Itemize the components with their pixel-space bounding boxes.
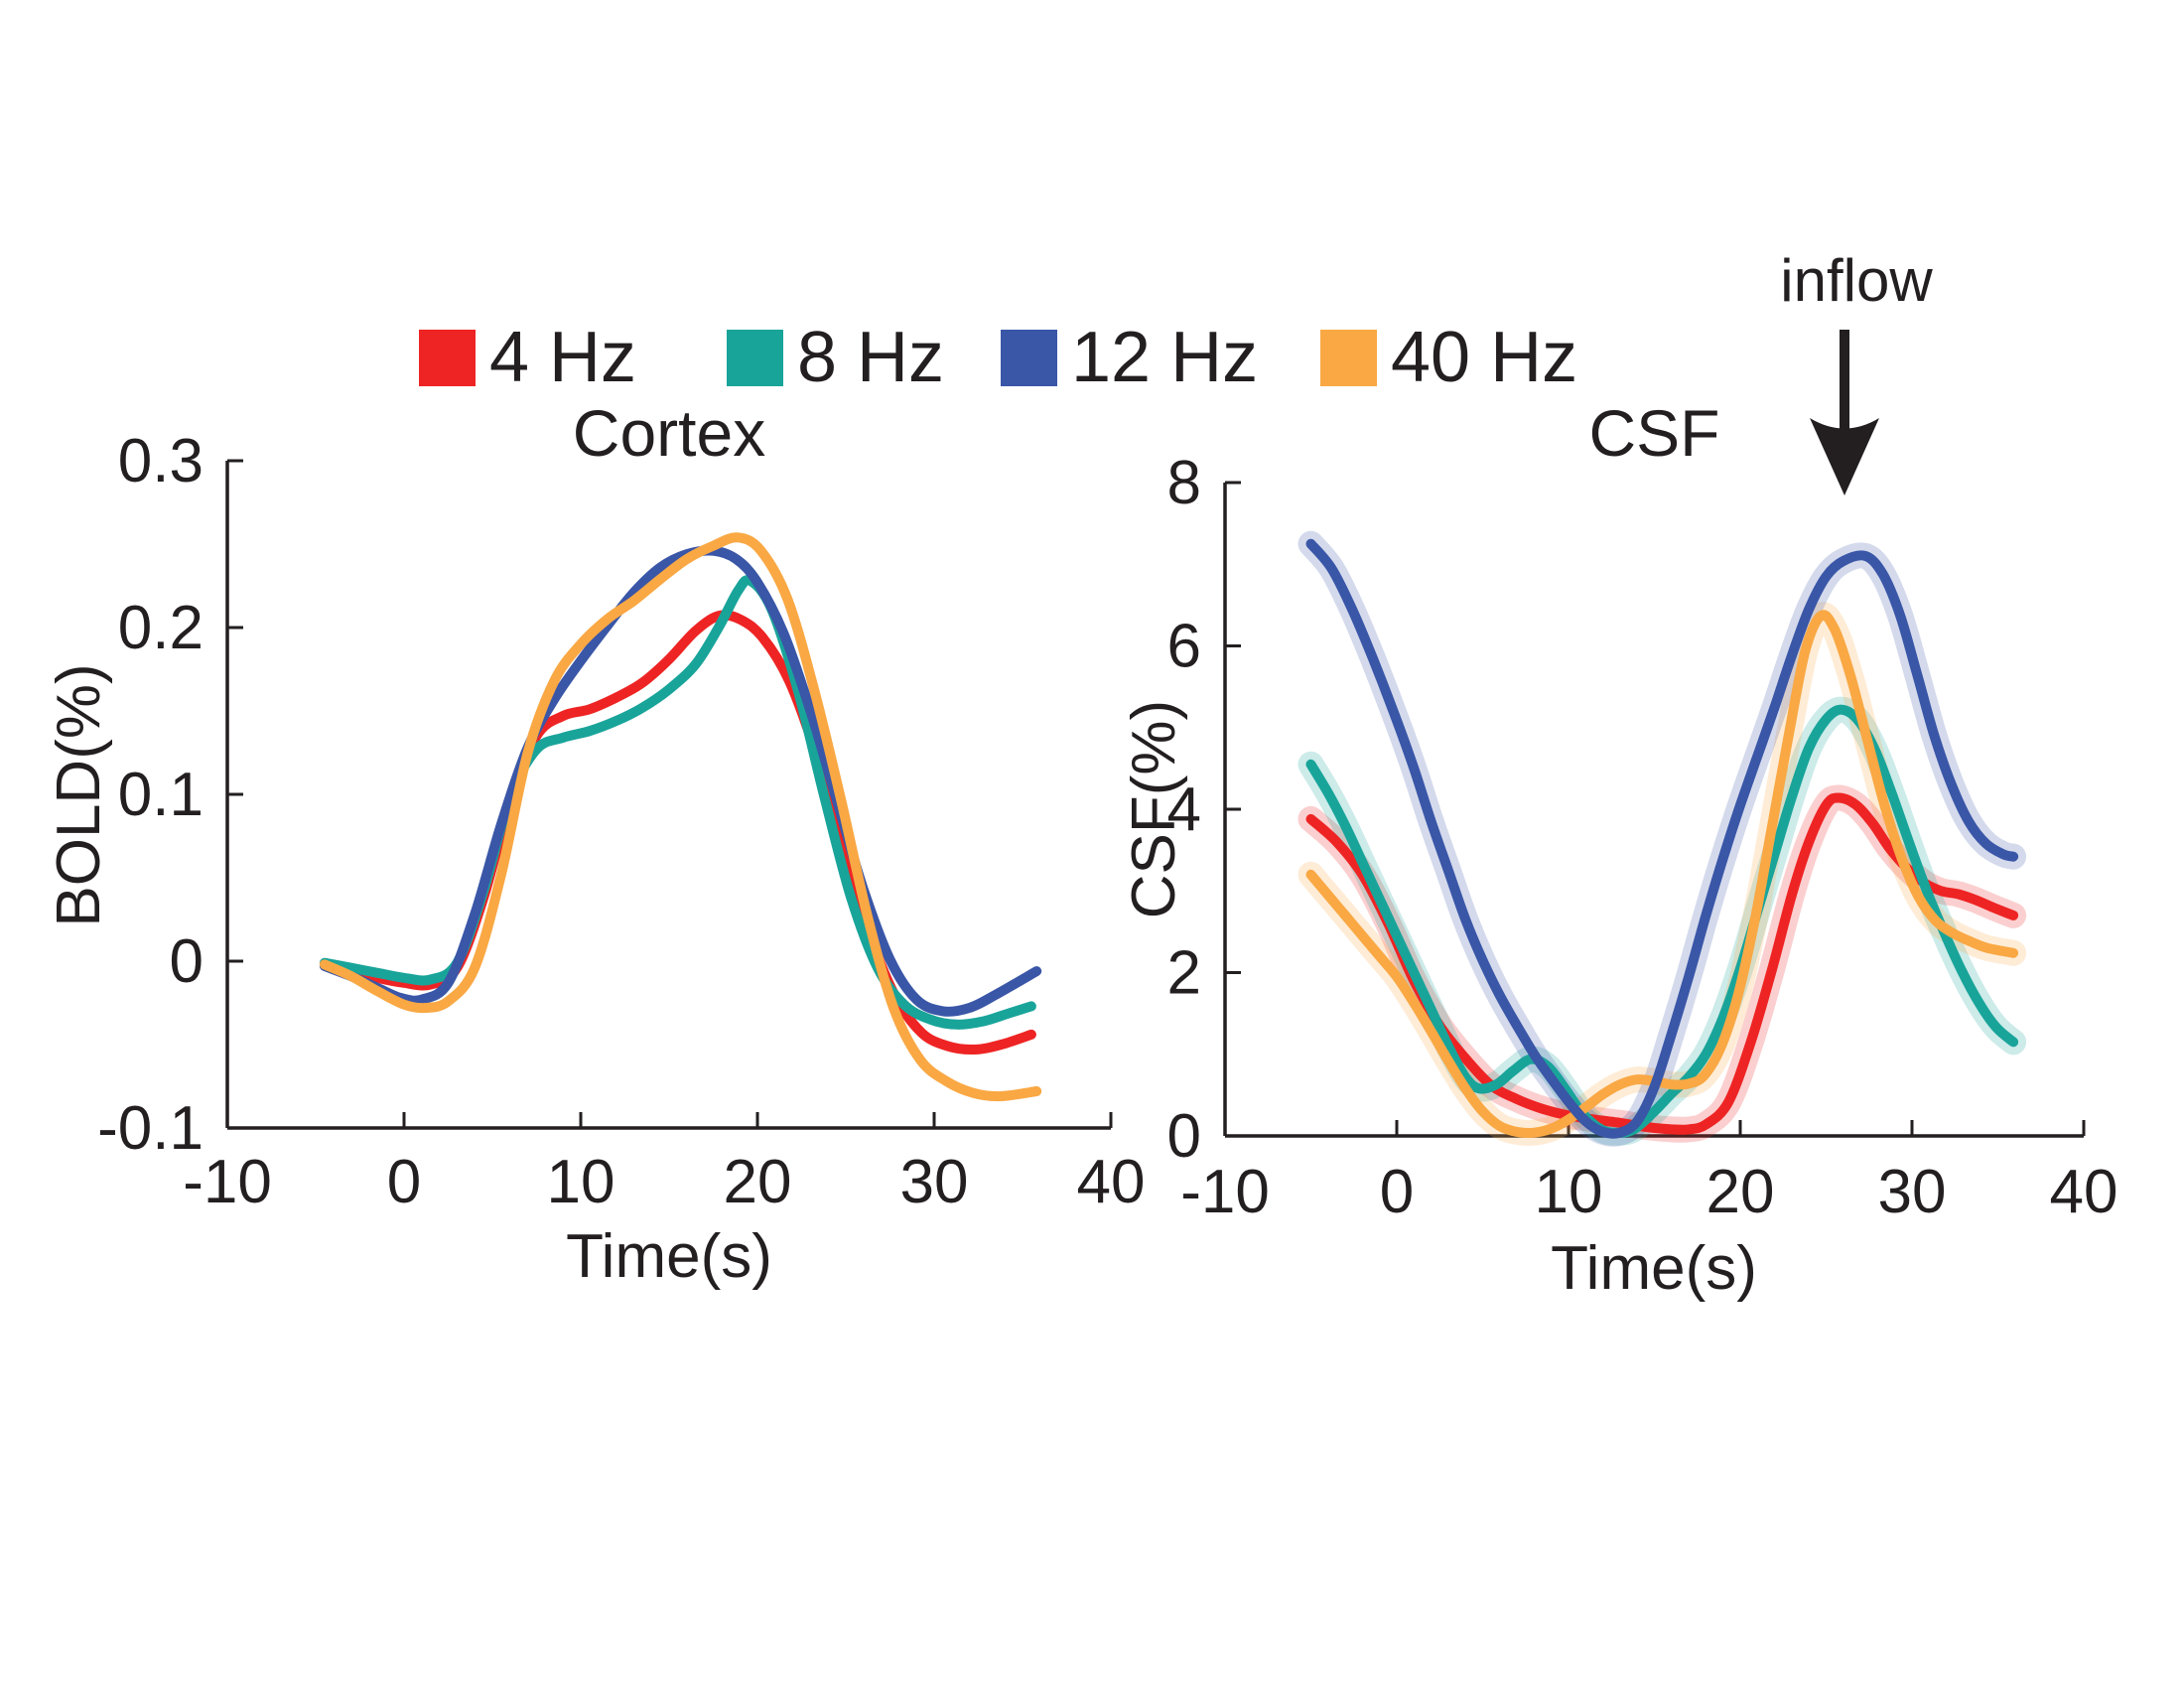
y-tick-label: 6: [1167, 613, 1201, 681]
left-x-axis-label: Time(s): [566, 1222, 772, 1291]
legend-item-4hz: 4 Hz: [419, 318, 637, 397]
x-tick-label: 20: [1706, 1158, 1775, 1226]
series-line-4hz: [1305, 792, 2019, 1135]
y-tick-label: 0.1: [118, 761, 204, 829]
inflow-arrowhead: [1810, 418, 1879, 495]
series-line-40hz: [319, 532, 1042, 1102]
x-tick-label: 40: [1077, 1148, 1146, 1216]
x-tick-label: 30: [1878, 1158, 1947, 1226]
inflow-arrow-shaft: [1840, 330, 1849, 434]
right-x-axis-label: Time(s): [1551, 1234, 1757, 1303]
legend-item-12hz: 12 Hz: [1001, 318, 1259, 397]
y-tick-label: 0.2: [118, 594, 204, 662]
inflow-arrow: [1810, 330, 1879, 495]
legend-swatch-4hz: [419, 329, 476, 386]
y-tick-label: 8: [1167, 449, 1201, 517]
series-line-12hz: [1305, 538, 2019, 1139]
x-tick-label: 10: [1535, 1158, 1603, 1226]
x-tick-label: 30: [900, 1148, 969, 1216]
left-y-axis-label: BOLD(%): [45, 663, 113, 927]
x-tick-label: -10: [1180, 1158, 1270, 1226]
chart-0: -10 0 10 20 30 40 -0.1 0 0.1 0.2 0.3: [97, 427, 1145, 1216]
x-tick-label: 20: [724, 1148, 792, 1216]
legend-swatch-40hz: [1320, 329, 1377, 386]
legend-label-8hz: 8 Hz: [797, 318, 945, 397]
legend-item-40hz: 40 Hz: [1320, 318, 1578, 397]
y-tick-label: 2: [1167, 939, 1201, 1008]
y-tick-label: -0.1: [97, 1094, 204, 1163]
x-tick-label: 10: [547, 1148, 615, 1216]
legend-swatch-8hz: [727, 329, 783, 386]
y-tick-label: 0: [170, 927, 204, 996]
series-line-12hz: [319, 545, 1042, 1017]
legend-item-8hz: 8 Hz: [727, 318, 945, 397]
x-tick-label: 0: [1380, 1158, 1414, 1226]
x-tick-label: 40: [2050, 1158, 2118, 1226]
right-y-axis-label: CSF(%): [1120, 699, 1188, 919]
series-line-40hz: [1305, 610, 2019, 1139]
y-tick-label: 4: [1167, 775, 1201, 844]
legend-label-12hz: 12 Hz: [1071, 318, 1259, 397]
x-tick-label: -10: [183, 1148, 272, 1216]
left-chart-title: Cortex: [572, 396, 766, 470]
legend-label-4hz: 4 Hz: [489, 318, 637, 397]
right-chart-title: CSF: [1588, 396, 1720, 470]
series-line-8hz: [1305, 704, 2019, 1138]
inflow-annotation-label: inflow: [1780, 247, 1933, 314]
x-tick-label: 0: [387, 1148, 421, 1216]
y-tick-label: 0: [1167, 1102, 1201, 1171]
legend-label-40hz: 40 Hz: [1391, 318, 1578, 397]
legend-swatch-12hz: [1001, 329, 1057, 386]
y-tick-label: 0.3: [118, 427, 204, 495]
